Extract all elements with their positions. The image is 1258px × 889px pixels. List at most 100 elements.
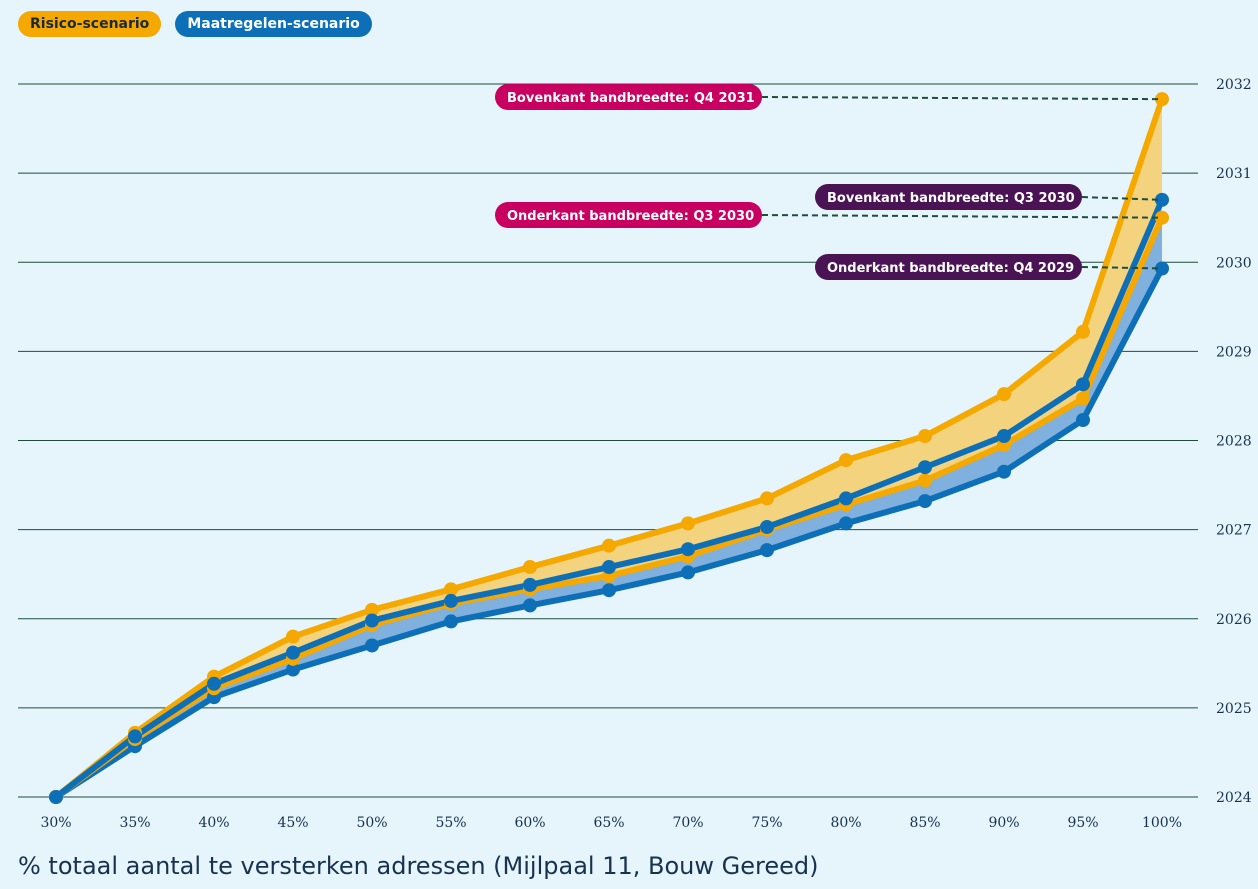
measures-lower-point[interactable] xyxy=(1076,413,1090,428)
annotation-text: Onderkant bandbreedte: Q3 2030 xyxy=(507,209,754,224)
measures-upper-point[interactable] xyxy=(286,645,300,660)
x-tick-label: 40% xyxy=(198,815,229,831)
annotation-text: Bovenkant bandbreedte: Q3 2030 xyxy=(827,191,1075,206)
measures-lower-point[interactable] xyxy=(681,565,695,580)
y-tick-label: 2025 xyxy=(1216,701,1252,717)
risk-upper-point[interactable] xyxy=(997,387,1011,402)
measures-upper-point[interactable] xyxy=(918,460,932,475)
annotation-quarter: Q4 2031 xyxy=(694,91,755,106)
annotation-callout: Bovenkant bandbreedte: Q3 2030 xyxy=(815,184,1163,210)
y-tick-label: 2031 xyxy=(1216,166,1252,182)
risk-upper-point[interactable] xyxy=(602,538,616,553)
measures-lower-point[interactable] xyxy=(997,464,1011,479)
measures-band-lower-area xyxy=(56,217,1162,797)
x-tick-label: 45% xyxy=(277,815,308,831)
annotation-label: Onderkant bandbreedte: xyxy=(507,209,693,224)
x-tick-label: 65% xyxy=(593,815,624,831)
data-points xyxy=(49,92,1169,804)
measures-upper-point[interactable] xyxy=(128,729,142,744)
x-tick-label: 80% xyxy=(830,815,861,831)
annotation-leader xyxy=(1081,266,1163,270)
measures-upper-point[interactable] xyxy=(1076,377,1090,392)
risk-lower-line xyxy=(54,216,1165,800)
annotation-pill xyxy=(815,184,1082,210)
annotation-quarter: Q3 2030 xyxy=(1014,191,1075,206)
annotation-callout: Onderkant bandbreedte: Q4 2029 xyxy=(815,254,1163,280)
measures-upper-point[interactable] xyxy=(997,429,1011,444)
measures-upper-point[interactable] xyxy=(602,560,616,575)
x-tick-label: 95% xyxy=(1067,815,1098,831)
gridlines xyxy=(18,83,1198,798)
scenario-bands xyxy=(56,99,1162,798)
annotations: Bovenkant bandbreedte: Q4 2031Bovenkant … xyxy=(495,84,1163,280)
measures-upper-point[interactable] xyxy=(49,790,63,804)
measures-upper-point[interactable] xyxy=(681,542,695,557)
measures-lower-point[interactable] xyxy=(839,516,853,531)
x-tick-label: 75% xyxy=(751,815,782,831)
y-tick-label: 2030 xyxy=(1216,255,1252,271)
x-axis-label: % totaal aantal te versterken adressen (… xyxy=(18,852,819,880)
measures-upper-point[interactable] xyxy=(444,593,458,608)
annotation-text: Onderkant bandbreedte: Q4 2029 xyxy=(827,261,1074,276)
annotation-pill xyxy=(495,84,762,110)
y-tick-label: 2024 xyxy=(1216,790,1252,806)
risk-upper-point[interactable] xyxy=(760,491,774,506)
annotation-text: Bovenkant bandbreedte: Q4 2031 xyxy=(507,91,755,106)
x-tick-label: 55% xyxy=(435,815,466,831)
measures-lower-line xyxy=(54,267,1165,800)
risk-upper-point[interactable] xyxy=(444,582,458,597)
y-tick-label: 2028 xyxy=(1216,434,1252,450)
measures-upper-point[interactable] xyxy=(760,519,774,534)
measures-upper-point[interactable] xyxy=(365,613,379,628)
y-tick-label: 2027 xyxy=(1216,523,1252,539)
legend-risk-scenario[interactable]: Risico-scenario xyxy=(18,11,162,37)
annotation-callout: Onderkant bandbreedte: Q3 2030 xyxy=(495,202,1163,228)
x-tick-label: 100% xyxy=(1142,815,1182,831)
risk-band-area xyxy=(56,99,1162,798)
measures-lower-point[interactable] xyxy=(760,543,774,558)
measures-upper-point[interactable] xyxy=(207,676,221,691)
risk-upper-point[interactable] xyxy=(1076,324,1090,339)
x-tick-label: 70% xyxy=(672,815,703,831)
x-tick-label: 35% xyxy=(119,815,150,831)
risk-upper-point[interactable] xyxy=(918,429,932,444)
risk-upper-point[interactable] xyxy=(365,602,379,617)
risk-upper-point[interactable] xyxy=(839,453,853,468)
x-tick-label: 85% xyxy=(909,815,940,831)
x-tick-label: 50% xyxy=(356,815,387,831)
measures-lower-point[interactable] xyxy=(523,598,537,613)
x-tick-label: 60% xyxy=(514,815,545,831)
y-tick-label: 2029 xyxy=(1216,344,1252,360)
annotation-label: Onderkant bandbreedte: xyxy=(827,261,1013,276)
measures-lower-point[interactable] xyxy=(918,494,932,509)
annotation-leader xyxy=(761,214,1163,219)
annotation-quarter: Q3 2030 xyxy=(693,209,754,224)
measures-lower-point[interactable] xyxy=(365,638,379,653)
legend: Risico-scenario Maatregelen-scenario xyxy=(18,11,372,37)
risk-upper-point[interactable] xyxy=(681,516,695,531)
line-chart: 2024 2025 2026 2027 2028 2029 2030 2031 2032 30% 3… xyxy=(18,77,1252,831)
risk-upper-point[interactable] xyxy=(286,629,300,644)
risk-lower-point[interactable] xyxy=(918,473,932,488)
measures-upper-point[interactable] xyxy=(523,577,537,592)
annotation-pill xyxy=(495,202,762,228)
y-tick-label: 2026 xyxy=(1216,612,1252,628)
annotation-label: Bovenkant bandbreedte: xyxy=(507,91,694,106)
y-tick-label: 2032 xyxy=(1216,77,1252,93)
annotation-leader xyxy=(761,96,1163,101)
measures-upper-point[interactable] xyxy=(839,491,853,506)
measures-lower-point[interactable] xyxy=(286,662,300,677)
annotation-pill xyxy=(815,254,1082,280)
annotation-callout: Bovenkant bandbreedte: Q4 2031 xyxy=(495,84,1163,110)
risk-upper-point[interactable] xyxy=(523,560,537,575)
axis-ticks: 2024 2025 2026 2027 2028 2029 2030 2031 2032 30% 3… xyxy=(40,77,1251,831)
x-tick-label: 30% xyxy=(40,815,71,831)
measures-lower-point[interactable] xyxy=(602,583,616,598)
annotation-label: Bovenkant bandbreedte: xyxy=(827,191,1014,206)
measures-lower-point[interactable] xyxy=(444,614,458,629)
x-tick-label: 90% xyxy=(988,815,1019,831)
risk-lower-point[interactable] xyxy=(1076,391,1090,406)
annotation-leader xyxy=(1081,196,1163,201)
legend-measures-scenario[interactable]: Maatregelen-scenario xyxy=(175,11,372,37)
